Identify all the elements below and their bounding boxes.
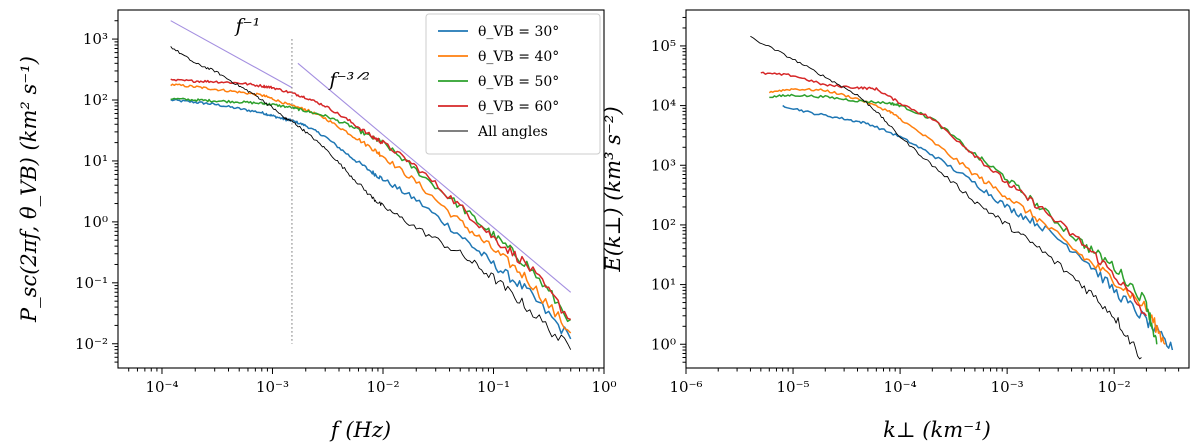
legend-box xyxy=(425,13,601,155)
tick-layer: 10⁻⁶ 10⁻⁵ 10⁻⁴ 10⁻³ 10⁻² 10⁰ 10¹ 10² 10³ 10⁴ 10⁵ xyxy=(651,16,1180,396)
series-line-2 xyxy=(769,93,1158,345)
annotation-f-minus-3-2: f⁻³ᐟ² xyxy=(328,69,370,91)
series-line-6 xyxy=(297,62,572,293)
x-axis-label: f (Hz) xyxy=(329,418,391,442)
x-tick-label: 10⁻⁴ xyxy=(145,378,178,396)
legend-label-all: All angles xyxy=(477,124,548,140)
y-axis-label: E(k⊥) (km³ s⁻²) xyxy=(601,106,625,272)
y-tick-label: 10⁰ xyxy=(83,213,108,231)
series-line-0 xyxy=(170,98,572,340)
x-tick-label: 10⁻² xyxy=(366,378,399,396)
x-tick-label: 10⁻⁴ xyxy=(884,378,917,396)
x-tick-label: 10⁻² xyxy=(1098,378,1131,396)
x-tick-label: 10⁻³ xyxy=(991,378,1024,396)
x-tick-label: 10⁰ xyxy=(591,378,616,396)
series-line-5 xyxy=(170,20,293,89)
plot-frame xyxy=(117,9,605,369)
series-line-4 xyxy=(750,35,1142,360)
series-line-4 xyxy=(170,46,572,350)
x-tick-label: 10⁻³ xyxy=(256,378,289,396)
y-tick-label: 10³ xyxy=(651,156,676,174)
y-tick-label: 10⁵ xyxy=(651,37,676,55)
chart-wavenumber-spectrum: 10⁻⁶ 10⁻⁵ 10⁻⁴ 10⁻³ 10⁻² 10⁰ 10¹ 10² 10³ 10⁴ 10⁵ k… xyxy=(601,9,1190,442)
tick-layer: 10⁻⁴ 10⁻³ 10⁻² 10⁻¹ 10⁰ 10⁻² 10⁻¹ 10⁰ 10¹ 10² 10³ xyxy=(75,20,617,396)
y-tick-label: 10⁴ xyxy=(651,97,676,115)
series-line-1 xyxy=(768,87,1166,345)
y-tick-label: 10³ xyxy=(83,30,108,48)
legend-label-60: θ_VB = 60° xyxy=(478,99,559,115)
series-line-0 xyxy=(782,104,1174,351)
series-layer xyxy=(750,35,1174,360)
y-tick-label: 10⁰ xyxy=(651,335,676,353)
y-tick-label: 10⁻² xyxy=(75,335,108,353)
legend: θ_VB = 30° θ_VB = 40° θ_VB = 50° θ_VB = … xyxy=(425,13,601,155)
y-tick-label: 10¹ xyxy=(83,152,108,170)
x-tick-label: 10⁻¹ xyxy=(477,378,510,396)
series-line-3 xyxy=(760,71,1147,317)
legend-label-50: θ_VB = 50° xyxy=(478,74,559,90)
legend-label-30: θ_VB = 30° xyxy=(478,24,559,40)
y-tick-label: 10¹ xyxy=(651,276,676,294)
x-tick-label: 10⁻⁵ xyxy=(777,378,810,396)
series-line-2 xyxy=(170,97,572,323)
series-line-1 xyxy=(170,83,572,334)
x-axis-label: k⊥ (km⁻¹) xyxy=(883,418,991,442)
annotation-f-minus-1: f⁻¹ xyxy=(234,15,261,37)
series-line-3 xyxy=(170,78,571,321)
x-tick-label: 10⁻⁶ xyxy=(669,378,702,396)
y-tick-label: 10² xyxy=(83,91,108,109)
y-tick-label: 10² xyxy=(651,216,676,234)
legend-label-40: θ_VB = 40° xyxy=(478,49,559,65)
series-layer xyxy=(170,20,572,350)
plot-frame xyxy=(685,9,1190,369)
y-tick-label: 10⁻¹ xyxy=(75,274,108,292)
y-axis-label: P_sc(2πf, θ_VB) (km² s⁻¹) xyxy=(17,56,41,323)
chart-frequency-spectrum: 10⁻⁴ 10⁻³ 10⁻² 10⁻¹ 10⁰10⁻²10⁻¹10⁰10¹10²10³ … xyxy=(17,9,617,442)
